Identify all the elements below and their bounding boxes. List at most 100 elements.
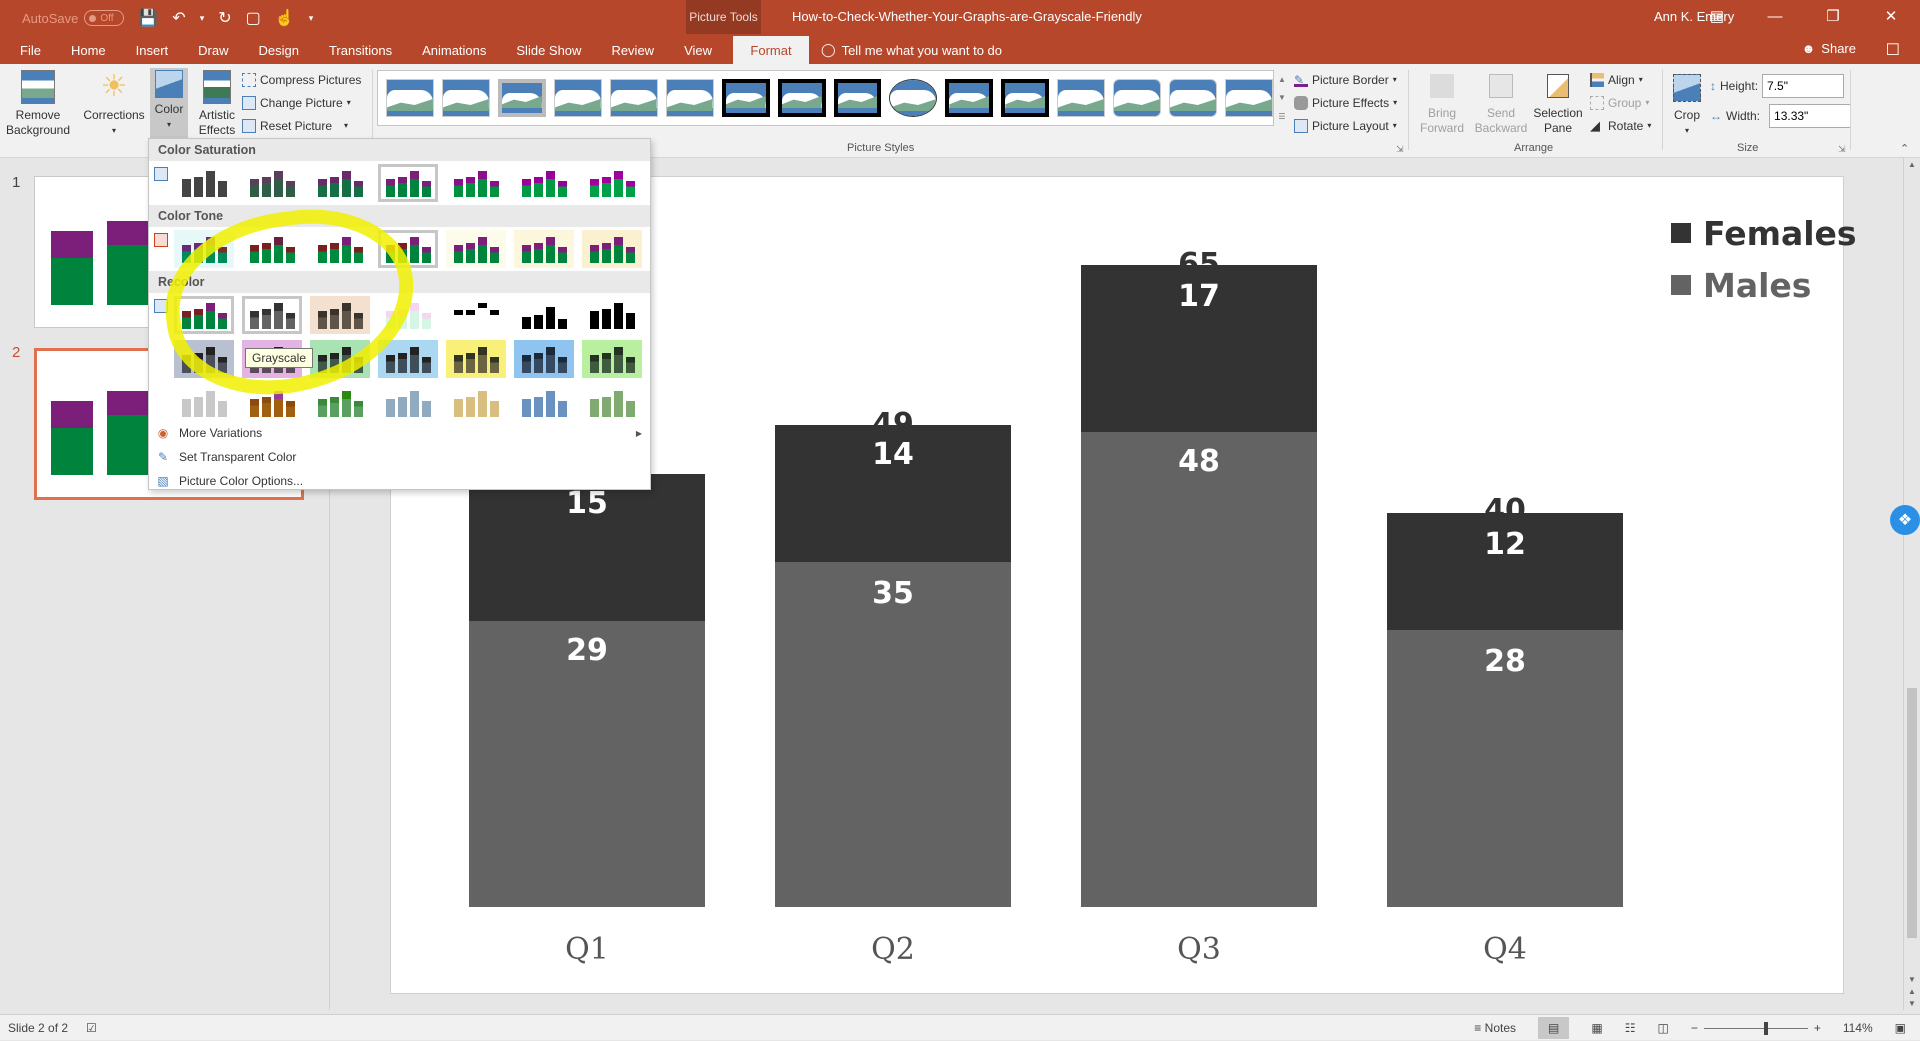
bar-q1[interactable]: 15 29 [469, 474, 705, 907]
spell-check-icon[interactable]: ☑ [86, 1021, 97, 1035]
autosave-toggle[interactable]: AutoSave Off [22, 10, 125, 26]
picture-style-16[interactable] [1225, 79, 1273, 117]
normal-view-icon[interactable]: ▤ [1538, 1017, 1570, 1039]
picture-style-4[interactable] [553, 79, 602, 117]
picture-style-15[interactable] [1169, 79, 1218, 117]
width-input[interactable] [1769, 104, 1852, 128]
artistic-effects-button[interactable]: Artistic Effects [192, 64, 242, 138]
saturation-300[interactable] [514, 164, 574, 202]
remove-background-button[interactable]: Remove Background [4, 64, 72, 138]
bring-forward-button[interactable]: Bring Forward [1414, 70, 1470, 136]
gallery-up-icon[interactable]: ▲ [1278, 74, 1286, 84]
saturation-400[interactable] [582, 164, 642, 202]
zoom-level[interactable]: 114% [1842, 1021, 1873, 1035]
tab-design[interactable]: Design [258, 42, 299, 58]
saturation-200[interactable] [446, 164, 506, 202]
restore-icon[interactable]: ❐ [1826, 8, 1840, 25]
recolor-dark-3[interactable] [310, 340, 370, 378]
zoom-slider[interactable]: − + [1691, 1021, 1821, 1035]
bar-q2[interactable]: 14 35 [775, 425, 1011, 907]
share-button[interactable]: ☻ Share [1802, 41, 1856, 56]
tone-8800k[interactable] [514, 230, 574, 268]
set-transparent-color-menu-item[interactable]: ✎ Set Transparent Color [149, 445, 650, 469]
tab-insert[interactable]: Insert [135, 42, 169, 58]
picture-style-12[interactable] [1001, 79, 1050, 117]
undo-icon[interactable]: ↶ [172, 10, 186, 27]
picture-style-10[interactable] [889, 79, 938, 117]
dropbox-icon[interactable]: ❖ [1890, 505, 1920, 535]
picture-style-2[interactable] [441, 79, 490, 117]
recolor-dark-5[interactable] [446, 340, 506, 378]
more-variations-menu-item[interactable]: ◉ More Variations ▶ [149, 421, 650, 445]
undo-dropdown-icon[interactable]: ▾ [199, 12, 205, 23]
tab-format[interactable]: Format [733, 36, 810, 64]
saturation-0[interactable] [174, 164, 234, 202]
recolor-black-white-50[interactable] [514, 296, 574, 334]
recolor-light-5[interactable] [446, 384, 506, 422]
zoom-slider-knob[interactable] [1763, 1021, 1768, 1035]
recolor-no-recolor[interactable] [174, 296, 234, 334]
recolor-dark-4[interactable] [378, 340, 438, 378]
picture-style-1[interactable] [386, 79, 434, 117]
tab-slide-show[interactable]: Slide Show [516, 42, 582, 58]
tell-me-search[interactable]: ◯ Tell me what you want to do [821, 36, 1002, 64]
bar-q3[interactable]: 17 48 [1081, 265, 1317, 907]
touch-mode-icon[interactable]: ☝ [274, 10, 295, 27]
recolor-black-white-75[interactable] [582, 296, 642, 334]
save-icon[interactable]: 💾 [138, 10, 159, 27]
tone-11200k[interactable] [582, 230, 642, 268]
previous-slide-icon[interactable]: ▲ [1908, 987, 1916, 996]
tab-view[interactable]: View [684, 42, 713, 58]
tab-home[interactable]: Home [70, 42, 106, 58]
bar-q4[interactable]: 12 28 [1387, 513, 1623, 907]
recolor-sepia[interactable] [310, 296, 370, 334]
reset-picture-button[interactable]: Reset Picture ▾ [242, 116, 361, 135]
scrollbar-thumb[interactable] [1907, 688, 1917, 938]
picture-style-14[interactable] [1113, 79, 1162, 117]
recolor-light-2[interactable] [242, 384, 302, 422]
recolor-grayscale[interactable] [242, 296, 302, 334]
color-button[interactable]: Color ▾ [150, 68, 188, 138]
recolor-dark-1[interactable] [174, 340, 234, 378]
redo-icon[interactable]: ↻ [218, 10, 232, 27]
recolor-light-3[interactable] [310, 384, 370, 422]
fit-to-window-icon[interactable]: ▣ [1894, 1021, 1906, 1035]
picture-layout-button[interactable]: Picture Layout ▾ [1294, 116, 1397, 135]
picture-style-6[interactable] [665, 79, 714, 117]
picture-border-button[interactable]: ✎ Picture Border ▾ [1294, 70, 1397, 89]
notes-button[interactable]: ≡ Notes [1474, 1021, 1516, 1035]
picture-styles-launcher-icon[interactable]: ⇲ [1396, 144, 1404, 154]
height-input[interactable] [1762, 74, 1845, 98]
tab-review[interactable]: Review [611, 42, 655, 58]
tone-5300k[interactable] [242, 230, 302, 268]
picture-style-7[interactable] [721, 79, 770, 117]
slide-sorter-icon[interactable]: ▦ [1591, 1021, 1603, 1035]
scroll-down-icon[interactable]: ▼ [1908, 975, 1916, 984]
customize-qat-icon[interactable]: ▾ [308, 12, 314, 23]
compress-pictures-button[interactable]: Compress Pictures [242, 70, 361, 89]
next-slide-icon[interactable]: ▼ [1908, 999, 1916, 1008]
scroll-up-icon[interactable]: ▲ [1908, 160, 1916, 169]
slide-2[interactable]: 44 15 29 49 14 35 65 17 48 40 12 28 Q1 Q… [390, 176, 1857, 994]
collapse-ribbon-icon[interactable]: ⌃ [1900, 143, 1910, 155]
gallery-more-icon[interactable]: ☰ [1278, 112, 1286, 122]
align-button[interactable]: Align ▾ [1590, 70, 1651, 89]
close-icon[interactable]: ✕ [1884, 8, 1898, 25]
tab-draw[interactable]: Draw [198, 42, 229, 58]
picture-style-5[interactable] [609, 79, 658, 117]
rotate-button[interactable]: ◢ Rotate ▾ [1590, 116, 1651, 135]
change-picture-button[interactable]: Change Picture ▾ [242, 93, 361, 112]
picture-style-8[interactable] [777, 79, 826, 117]
present-icon[interactable]: ▢ [245, 10, 261, 27]
picture-color-options-menu-item[interactable]: ▧ Picture Color Options... [149, 469, 650, 493]
tone-6500k[interactable] [378, 230, 438, 268]
saturation-33[interactable] [242, 164, 302, 202]
comments-icon[interactable]: ☐ [1885, 42, 1900, 59]
tab-animations[interactable]: Animations [422, 42, 487, 58]
picture-style-9[interactable] [833, 79, 882, 117]
gallery-scroll[interactable]: ▲ ▼ ☰ [1276, 70, 1288, 126]
recolor-light-1[interactable] [174, 384, 234, 422]
ribbon-display-options-icon[interactable]: ▤ [1709, 8, 1725, 25]
recolor-light-7[interactable] [582, 384, 642, 422]
recolor-light-6[interactable] [514, 384, 574, 422]
